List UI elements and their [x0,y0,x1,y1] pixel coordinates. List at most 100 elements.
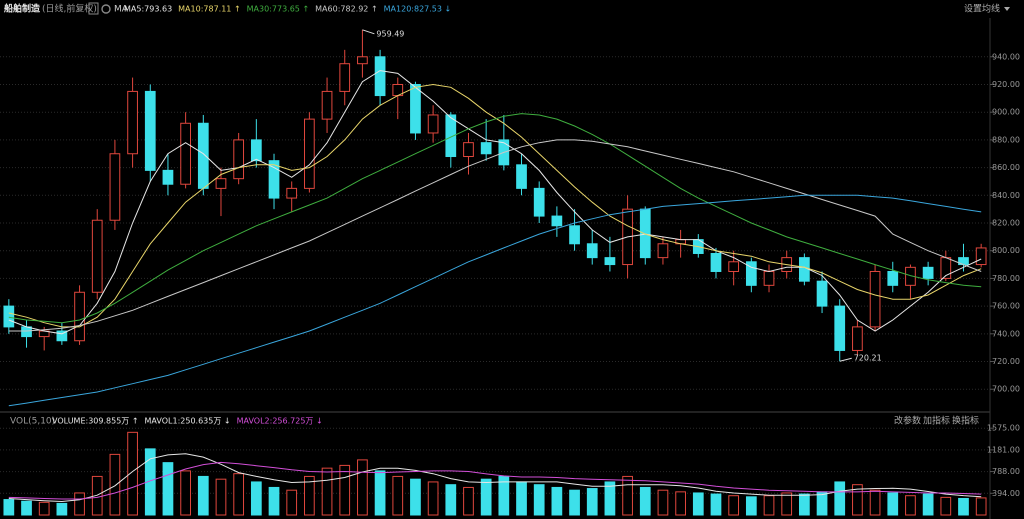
gear-icon[interactable] [101,4,111,14]
volume-bar [427,481,439,516]
annotation: 959.49 [376,29,404,38]
y-tick-label: 900.00 [992,108,1020,117]
candle-body [21,326,32,338]
volume-bar [728,495,740,516]
volume-bar [657,489,669,516]
volume-title: VOL(5,10) [10,417,55,427]
y-tick-label: 860.00 [992,163,1020,172]
volume-bar [38,501,50,516]
annotation-pointer [839,357,852,362]
volume-bar [710,493,722,516]
ma-line [8,453,982,503]
volume-bar [781,492,793,516]
candle-body [410,83,421,134]
candle-body [233,139,245,180]
candle-body [763,270,775,286]
volume-bar [498,475,510,516]
volume-bar [922,493,934,516]
candle-body [887,270,899,286]
legend-entry: MAVOL1:250.635万 ↓ [145,417,231,426]
volume-bar [268,486,280,516]
ma-label: MA [114,5,129,15]
candle-body [869,270,881,328]
y-tick-label: 1181.00 [987,445,1020,454]
volume-bar [958,497,969,516]
ma-line [8,139,982,332]
y-tick-label: 788.00 [992,467,1020,476]
ma-line [8,83,982,328]
volume-button[interactable]: 换指标 [952,415,979,427]
volume-bar [357,459,368,516]
volume-bar [127,431,138,516]
volume-bar [692,492,704,516]
candle-body [91,219,103,293]
volume-button[interactable]: 改参数 [894,415,921,427]
y-tick-label: 1575.00 [987,424,1020,433]
volume-bar [3,499,15,516]
volume-bar [74,492,85,516]
y-tick-label: 700.00 [992,385,1020,394]
candle-body [215,178,227,189]
volume-bar [162,462,174,516]
volume-bar [940,496,952,516]
y-tick-label: 760.00 [992,302,1020,311]
legend-entry: MA120:827.53 ↓ [384,5,452,14]
candle-body [286,187,298,199]
candle-body [180,122,191,185]
volume-bar [304,475,315,516]
candle-body [975,247,987,266]
volume-bar [144,448,156,516]
candle-body [745,261,757,286]
candle-body [816,280,828,307]
ma-line [8,194,982,407]
volume-bar [852,484,863,516]
volume-bar [533,484,545,516]
candle-body [109,153,121,221]
volume-bar [233,473,245,516]
candle-body [480,142,492,155]
annotation: 720.21 [854,354,882,363]
candle-body [56,330,68,342]
y-tick-label: 394.00 [992,489,1020,498]
volume-button[interactable]: 加指标 [923,415,950,427]
volume-bar [286,489,298,516]
legend-entry: MA5:793.63 [124,5,172,14]
help-icon[interactable] [88,2,99,15]
candle-body [321,90,333,120]
legend-entry: MAVOL2:256.725万 ↓ [237,417,323,426]
annotation-pointer [362,29,375,35]
candle-body [463,142,474,158]
candle-body [74,291,85,342]
candle-body [144,90,156,171]
volume-bar [745,496,757,516]
y-tick-label: 940.00 [992,52,1020,61]
legend-entry: MA10:787.11 ↑ [178,5,241,14]
candle-body [304,118,315,189]
volume-bar [834,481,846,516]
volume-bar [56,502,68,516]
volume-bar [180,470,191,516]
candle-body [604,257,616,266]
y-tick-label: 740.00 [992,329,1020,338]
candle-body [127,90,138,155]
volume-bar [339,464,351,516]
volume-bar [480,478,492,516]
candle-body [339,63,351,92]
volume-bar [516,481,527,516]
y-tick-label: 780.00 [992,274,1020,283]
candle-body [569,225,580,245]
volume-bar [816,491,828,516]
volume-bar [639,486,651,516]
candle-body [834,305,846,351]
legend-entry: VOLUME:309.855万 ↑ [52,417,139,426]
candle-body [374,56,386,97]
volume-bar [763,495,775,516]
candle-body [268,160,280,199]
candle-body [852,326,863,351]
y-tick-label: 880.00 [992,135,1020,144]
y-tick-label: 800.00 [992,246,1020,255]
settings-button[interactable]: 设置均线 [964,3,1000,15]
